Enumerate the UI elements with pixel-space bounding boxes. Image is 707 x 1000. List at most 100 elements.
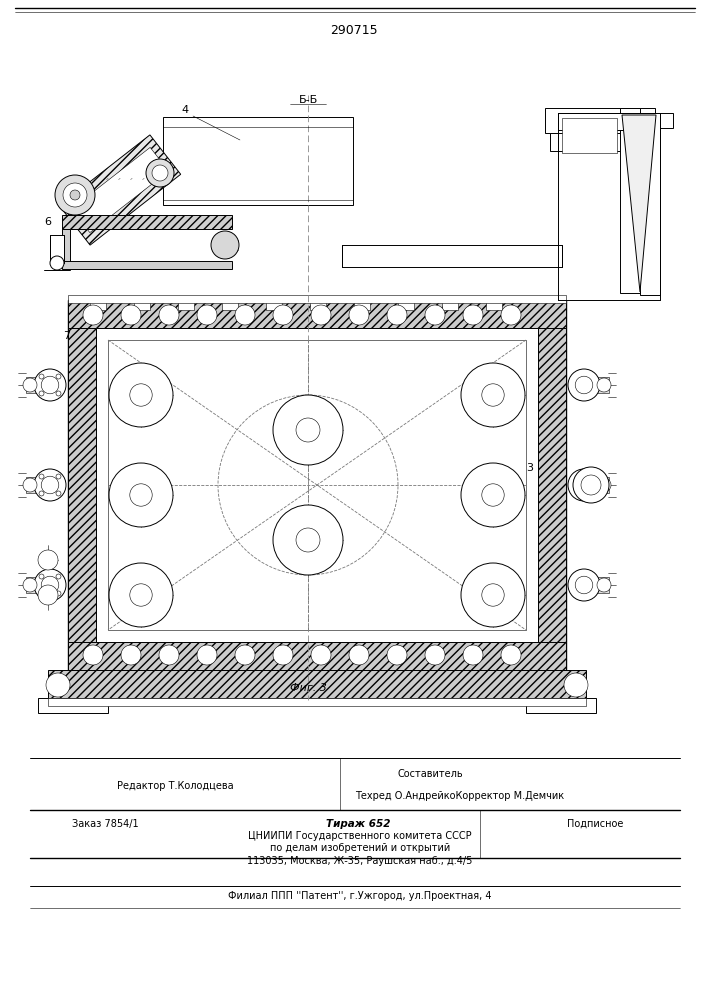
Circle shape (70, 190, 80, 200)
Circle shape (56, 374, 61, 379)
Circle shape (130, 384, 152, 406)
Circle shape (41, 576, 59, 594)
Circle shape (568, 369, 600, 401)
Circle shape (597, 578, 611, 592)
Circle shape (425, 645, 445, 665)
Text: 3: 3 (527, 463, 534, 473)
Text: 7: 7 (64, 331, 71, 341)
Text: Б-Б: Б-Б (298, 95, 317, 105)
Bar (584, 377, 609, 393)
Circle shape (461, 563, 525, 627)
Text: Фиг. 3: Фиг. 3 (290, 683, 327, 693)
Circle shape (38, 585, 58, 605)
Circle shape (463, 645, 483, 665)
Circle shape (39, 374, 44, 379)
Bar (310, 300, 326, 310)
Bar (550, 133, 558, 151)
Circle shape (56, 574, 61, 579)
Bar (48, 670, 586, 698)
Circle shape (273, 395, 343, 465)
Bar (620, 108, 640, 293)
Text: ЦНИИПИ Государственного комитета СССР: ЦНИИПИ Государственного комитета СССР (248, 831, 472, 841)
Circle shape (56, 474, 61, 479)
Circle shape (152, 165, 168, 181)
Circle shape (41, 376, 59, 394)
Bar (90, 300, 106, 310)
Text: Тираж 652: Тираж 652 (326, 819, 390, 829)
Circle shape (425, 305, 445, 325)
Circle shape (296, 418, 320, 442)
Bar (68, 300, 566, 670)
Circle shape (273, 505, 343, 575)
Circle shape (568, 569, 600, 601)
Circle shape (121, 645, 141, 665)
Circle shape (349, 645, 369, 665)
Circle shape (311, 305, 331, 325)
Circle shape (23, 578, 37, 592)
Circle shape (56, 391, 61, 396)
Circle shape (211, 231, 239, 259)
Circle shape (34, 569, 66, 601)
Text: Составитель: Составитель (397, 769, 463, 779)
Bar (108, 340, 526, 630)
Circle shape (83, 305, 103, 325)
Circle shape (55, 175, 95, 215)
Bar (538, 328, 566, 642)
Bar (62, 261, 232, 269)
Bar (442, 300, 458, 310)
Polygon shape (622, 115, 656, 292)
Circle shape (575, 576, 592, 594)
Bar (584, 577, 609, 593)
Bar (558, 133, 658, 151)
Circle shape (463, 305, 483, 325)
Circle shape (23, 378, 37, 392)
Circle shape (197, 305, 217, 325)
Circle shape (23, 478, 37, 492)
Bar (50, 235, 64, 263)
Text: Редактор Т.Колодцева: Редактор Т.Колодцева (117, 781, 233, 791)
Circle shape (146, 159, 174, 187)
Circle shape (34, 469, 66, 501)
Circle shape (575, 476, 592, 494)
Bar (584, 477, 609, 493)
Circle shape (311, 645, 331, 665)
Text: 290715: 290715 (330, 23, 378, 36)
Circle shape (83, 645, 103, 665)
Circle shape (461, 463, 525, 527)
Circle shape (39, 391, 44, 396)
Text: Техред О.АндрейкоКорректор М.Демчик: Техред О.АндрейкоКорректор М.Демчик (356, 791, 565, 801)
Bar (562, 118, 617, 153)
Circle shape (56, 491, 61, 496)
Circle shape (159, 645, 179, 665)
Circle shape (273, 305, 293, 325)
Polygon shape (71, 147, 169, 233)
Text: по делам изобретений и открытий: по делам изобретений и открытий (270, 843, 450, 853)
Bar (26, 477, 51, 493)
Circle shape (39, 491, 44, 496)
Bar (545, 110, 563, 130)
Circle shape (39, 474, 44, 479)
Circle shape (130, 484, 152, 506)
Circle shape (597, 378, 611, 392)
Bar (354, 300, 370, 310)
Circle shape (575, 376, 592, 394)
Circle shape (109, 463, 173, 527)
Polygon shape (59, 135, 181, 245)
Bar (178, 300, 194, 310)
Circle shape (38, 550, 58, 570)
Circle shape (39, 574, 44, 579)
Circle shape (159, 305, 179, 325)
Bar (222, 300, 238, 310)
Circle shape (109, 363, 173, 427)
Bar (68, 328, 96, 642)
Circle shape (387, 305, 407, 325)
Circle shape (461, 363, 525, 427)
Circle shape (109, 563, 173, 627)
Polygon shape (558, 113, 660, 295)
Circle shape (197, 645, 217, 665)
Bar (68, 642, 566, 670)
Circle shape (481, 484, 504, 506)
Circle shape (41, 476, 59, 494)
Bar (68, 295, 566, 303)
Circle shape (46, 673, 70, 697)
